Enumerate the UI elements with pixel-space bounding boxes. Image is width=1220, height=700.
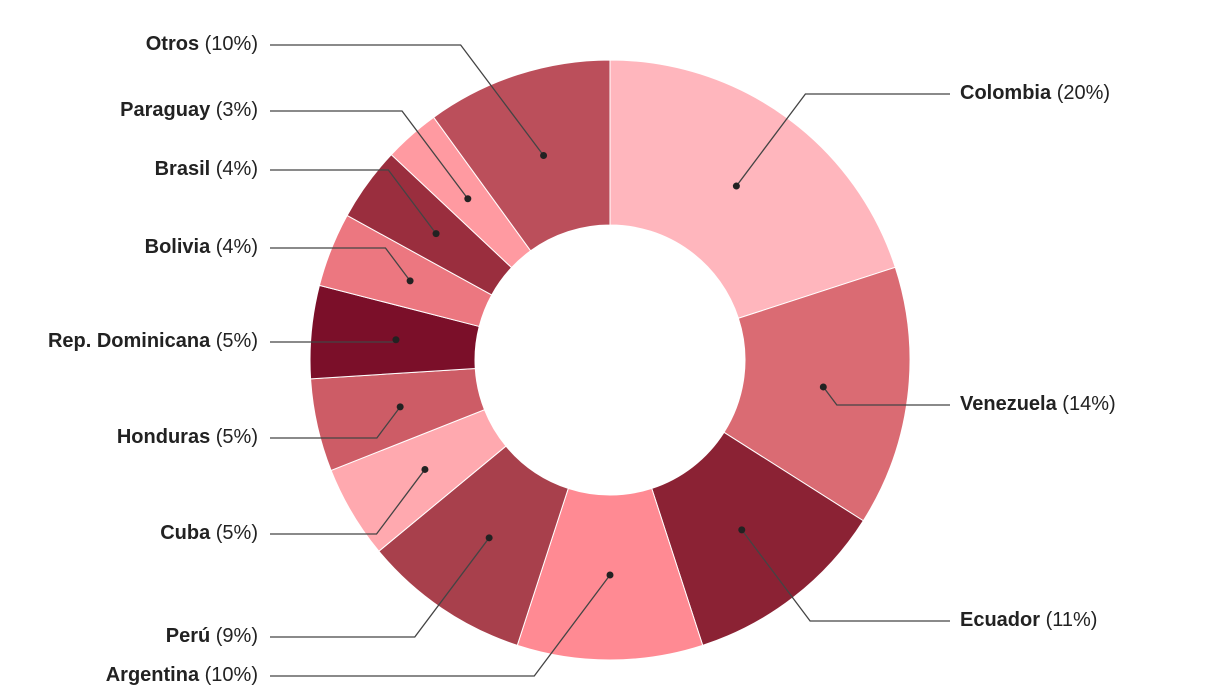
slice-value-label: (20%) — [1057, 82, 1110, 104]
leader-dot — [540, 152, 548, 160]
leader-line — [822, 386, 950, 406]
slice-name: Honduras — [117, 426, 210, 448]
leader-dot — [738, 526, 746, 534]
slice-label: Paraguay (3%) — [120, 99, 258, 121]
leader-line — [270, 169, 437, 235]
leader-dot — [732, 182, 740, 190]
slice-label: Colombia (20%) — [960, 82, 1110, 104]
slice-label: Argentina (10%) — [106, 664, 258, 686]
slice-value-label: (4%) — [216, 158, 258, 180]
leader-line — [270, 574, 611, 677]
slice-value-label: (5%) — [216, 330, 258, 352]
slice-label: Bolivia (4%) — [145, 236, 258, 258]
slice-value-label: (4%) — [216, 236, 258, 258]
slice-name: Paraguay — [120, 99, 211, 121]
slice-value-label: (3%) — [216, 99, 258, 121]
slice-name: Cuba — [160, 522, 211, 544]
slice-value-label: (5%) — [216, 522, 258, 544]
slice-name: Colombia — [960, 82, 1052, 104]
leader-dot — [485, 534, 493, 542]
slice-name: Venezuela — [960, 393, 1058, 415]
slice-label: Otros (10%) — [146, 33, 258, 55]
leader-line — [270, 406, 401, 439]
slice-label: Honduras (5%) — [117, 426, 258, 448]
slice-label: Brasil (4%) — [155, 158, 258, 180]
slice-name: Rep. Dominicana — [48, 330, 211, 352]
slice-name: Ecuador — [960, 609, 1040, 631]
slice-label: Perú (9%) — [166, 625, 258, 647]
leader-line — [270, 44, 545, 156]
leader-dot — [406, 277, 414, 285]
leader-dot — [421, 465, 429, 473]
slice-value-label: (14%) — [1062, 393, 1115, 415]
leader-line — [270, 537, 490, 638]
leader-line — [270, 247, 411, 282]
leader-line — [741, 529, 950, 622]
slice-label: Venezuela (14%) — [960, 393, 1116, 415]
slice-value-label: (11%) — [1046, 609, 1098, 631]
leader-line — [270, 469, 426, 535]
leader-dot — [819, 383, 827, 391]
slice-name: Bolivia — [145, 236, 211, 258]
slice-label: Cuba (5%) — [160, 522, 258, 544]
donut-slice — [723, 266, 911, 522]
leader-line — [270, 110, 469, 200]
slice-name: Brasil — [155, 158, 211, 180]
slice-value-label: (5%) — [216, 426, 258, 448]
leader-dot — [432, 230, 440, 238]
donut-slice — [651, 431, 864, 646]
slice-name: Argentina — [106, 664, 200, 686]
leader-dot — [606, 571, 614, 579]
leader-line — [735, 93, 950, 187]
slice-name: Perú — [166, 625, 210, 647]
slice-value-label: (9%) — [216, 625, 258, 647]
slice-label: Ecuador (11%) — [960, 609, 1097, 631]
leader-dot — [464, 195, 472, 203]
leader-dot — [396, 403, 404, 411]
donut-slice — [609, 59, 896, 319]
slice-value-label: (10%) — [205, 33, 258, 55]
leader-dot — [392, 336, 400, 344]
slice-value-label: (10%) — [205, 664, 258, 686]
donut-slice — [432, 59, 611, 252]
slice-label: Rep. Dominicana (5%) — [48, 330, 258, 352]
slice-name: Otros — [146, 33, 199, 55]
